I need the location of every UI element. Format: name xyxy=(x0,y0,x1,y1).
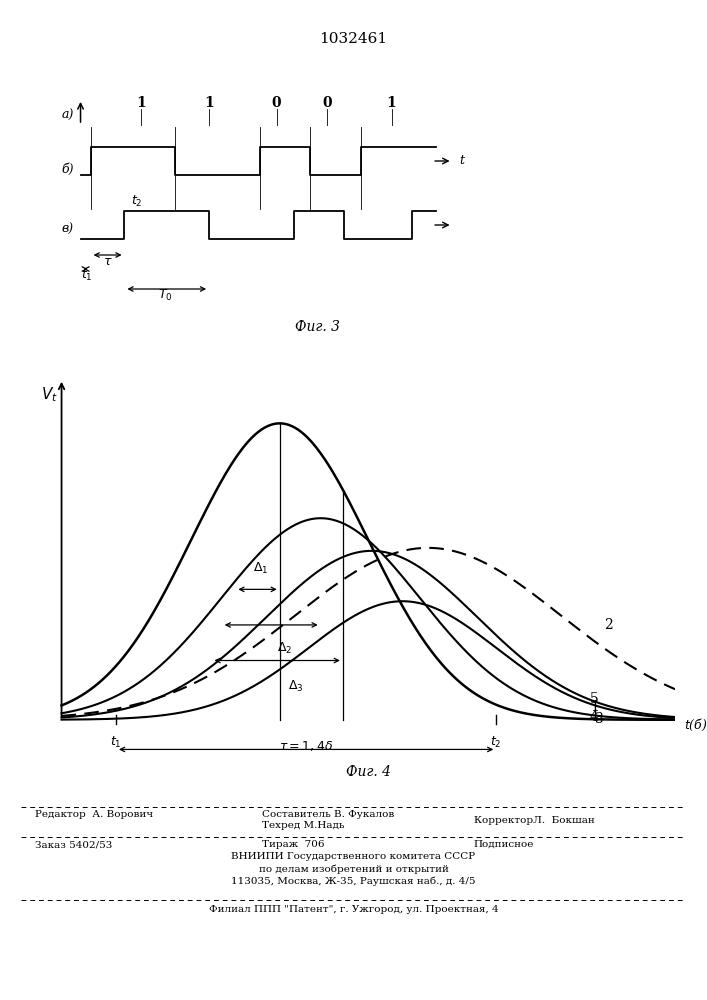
Text: по делам изобретений и открытий: по делам изобретений и открытий xyxy=(259,864,448,874)
Text: КорректорЛ.  Бокшан: КорректорЛ. Бокшан xyxy=(474,816,595,825)
Text: б): б) xyxy=(62,162,74,176)
Text: 1: 1 xyxy=(204,96,214,110)
Text: $\Delta_1$: $\Delta_1$ xyxy=(253,561,269,576)
Text: ВНИИПИ Государственного комитета СССР: ВНИИПИ Государственного комитета СССР xyxy=(231,852,476,861)
Text: $t_1$: $t_1$ xyxy=(110,735,122,750)
Text: в): в) xyxy=(62,223,74,235)
Text: t: t xyxy=(460,154,464,167)
Text: Составитель В. Фукалов: Составитель В. Фукалов xyxy=(262,810,394,819)
Text: Редактор  А. Ворович: Редактор А. Ворович xyxy=(35,810,153,819)
Text: 1: 1 xyxy=(590,700,599,714)
Text: Тираж  706: Тираж 706 xyxy=(262,840,324,849)
Text: $t$(б): $t$(б) xyxy=(684,717,707,733)
Text: 1032461: 1032461 xyxy=(320,32,387,46)
Text: $T_0$: $T_0$ xyxy=(158,288,173,303)
Text: Филиал ППП "Патент", г. Ужгород, ул. Проектная, 4: Филиал ППП "Патент", г. Ужгород, ул. Про… xyxy=(209,905,498,914)
Text: 1: 1 xyxy=(387,96,397,110)
Text: $\Delta_2$: $\Delta_2$ xyxy=(277,641,293,656)
Text: 3: 3 xyxy=(595,712,604,726)
Text: $t_2$: $t_2$ xyxy=(132,194,143,209)
Text: Техред М.Надь: Техред М.Надь xyxy=(262,821,344,830)
Text: 2: 2 xyxy=(604,618,612,632)
Text: Заказ 5402/53: Заказ 5402/53 xyxy=(35,840,112,849)
Text: Фиг. 3: Фиг. 3 xyxy=(295,320,340,334)
Text: $\tau$: $\tau$ xyxy=(103,255,112,268)
Text: $t_2$: $t_2$ xyxy=(491,735,502,750)
Text: 0: 0 xyxy=(271,96,281,110)
Text: Фиг. 4: Фиг. 4 xyxy=(346,765,391,779)
Text: 113035, Москва, Ж-35, Раушская наб., д. 4/5: 113035, Москва, Ж-35, Раушская наб., д. … xyxy=(231,876,476,886)
Text: 5: 5 xyxy=(590,692,599,706)
Text: 1: 1 xyxy=(136,96,146,110)
Text: 0: 0 xyxy=(322,96,332,110)
Text: $V_t$: $V_t$ xyxy=(41,385,58,404)
Text: Подписное: Подписное xyxy=(474,840,534,849)
Text: $\tau=1,4\delta$: $\tau=1,4\delta$ xyxy=(279,739,333,753)
Text: $t_1$: $t_1$ xyxy=(81,268,92,283)
Text: а): а) xyxy=(62,108,74,121)
Text: $\Delta_3$: $\Delta_3$ xyxy=(288,679,304,694)
Text: 4: 4 xyxy=(590,710,599,724)
